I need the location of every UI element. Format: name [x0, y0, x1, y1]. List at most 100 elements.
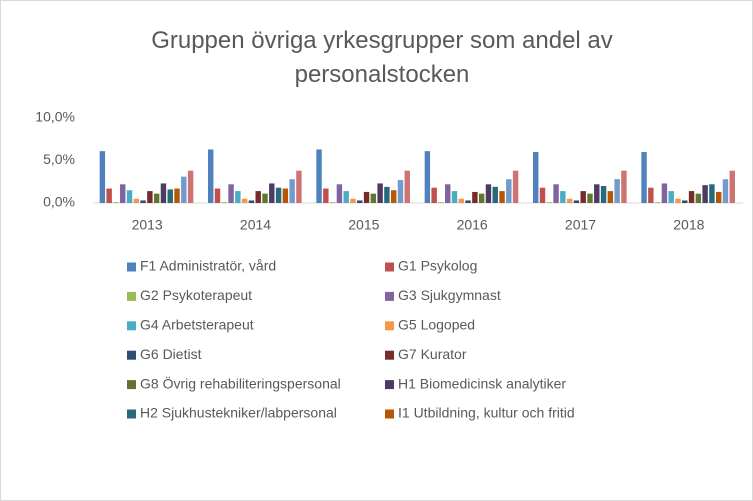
bar [709, 184, 715, 203]
bar [560, 191, 566, 203]
bar [404, 170, 410, 203]
legend-swatch [385, 409, 394, 419]
bar [160, 183, 167, 203]
bar [153, 193, 160, 203]
bar [533, 152, 539, 203]
bar [133, 198, 140, 203]
bar [587, 193, 593, 203]
bar [99, 151, 106, 203]
bar [384, 186, 390, 203]
x-tick-label: 2018 [673, 217, 704, 233]
bar [329, 202, 336, 203]
bar [573, 200, 580, 203]
bar [113, 202, 119, 203]
bar [607, 191, 614, 203]
bar [181, 176, 187, 203]
bar [499, 191, 505, 203]
legend-label: G6 Dietist [140, 346, 202, 362]
legend-label: G1 Psykolog [398, 258, 477, 274]
bar [235, 191, 241, 203]
bar [248, 200, 255, 203]
bar [269, 183, 275, 203]
bar [492, 186, 498, 203]
bar [241, 198, 248, 203]
bar [208, 149, 214, 203]
bar [478, 193, 485, 203]
bar [377, 183, 383, 203]
bar [675, 198, 681, 203]
bar [343, 191, 349, 203]
bar [458, 198, 465, 203]
bar [262, 193, 268, 203]
bar [438, 202, 444, 203]
bar [120, 184, 126, 203]
bar [729, 170, 735, 203]
bar [688, 191, 695, 203]
bar [600, 186, 607, 203]
legend-swatch [127, 262, 136, 272]
bar [594, 184, 600, 203]
bar [167, 189, 173, 203]
bar [350, 198, 356, 203]
x-tick-label: 2014 [240, 217, 271, 233]
bar [363, 191, 370, 203]
bar [661, 183, 668, 203]
legend-label: G8 Övrig rehabiliteringspersonal [140, 374, 341, 391]
bar [323, 188, 329, 203]
legend-swatch [385, 291, 394, 301]
bar [654, 202, 661, 203]
legend-label: I1 Utbildning, kultur och fritid [398, 405, 575, 421]
y-tick-label: 5,0% [43, 151, 75, 167]
y-tick-label: 0,0% [43, 194, 75, 210]
bar [641, 152, 647, 203]
x-tick-label: 2013 [132, 217, 163, 233]
bar [553, 184, 559, 203]
bar [289, 179, 295, 203]
legend-label: H1 Biomedicinsk analytiker [398, 375, 566, 391]
bar [228, 184, 234, 203]
bar [282, 188, 289, 203]
bar [715, 191, 722, 203]
legend-swatch [127, 350, 136, 360]
bar [357, 200, 363, 203]
legend-swatch [385, 321, 394, 331]
x-tick-label: 2016 [457, 217, 488, 233]
bar [126, 190, 133, 203]
bar [174, 188, 180, 203]
bar [668, 191, 674, 203]
bar [566, 198, 573, 203]
bar [424, 151, 431, 203]
bar [695, 193, 702, 203]
bar [682, 200, 688, 203]
bar [512, 170, 519, 203]
bar [431, 187, 437, 203]
bar [445, 184, 451, 203]
bar [316, 149, 322, 203]
bar [296, 170, 302, 203]
y-tick-label: 10,0% [35, 109, 75, 125]
legend-swatch [127, 380, 136, 390]
legend-swatch [385, 350, 394, 360]
legend-swatch [385, 262, 394, 272]
bar [275, 187, 282, 203]
bar [370, 193, 377, 203]
legend-swatch [127, 291, 136, 301]
bar [140, 200, 146, 203]
legend-swatch [127, 321, 136, 331]
legend-label: F1 Administratör, vård [140, 258, 276, 274]
bar [539, 187, 546, 203]
bar [702, 185, 708, 203]
bar [390, 190, 397, 203]
bar [580, 191, 586, 203]
bar [614, 179, 620, 203]
bar [465, 200, 471, 203]
legend-label: G2 Psykoterapeut [140, 287, 252, 303]
bar [214, 188, 221, 203]
bar [546, 202, 552, 203]
bar [255, 191, 261, 203]
legend-label: H2 Sjukhustekniker/labpersonal [140, 405, 337, 421]
legend-label: G4 Arbetsterapeut [140, 317, 254, 333]
legend-label: G7 Kurator [398, 346, 467, 362]
